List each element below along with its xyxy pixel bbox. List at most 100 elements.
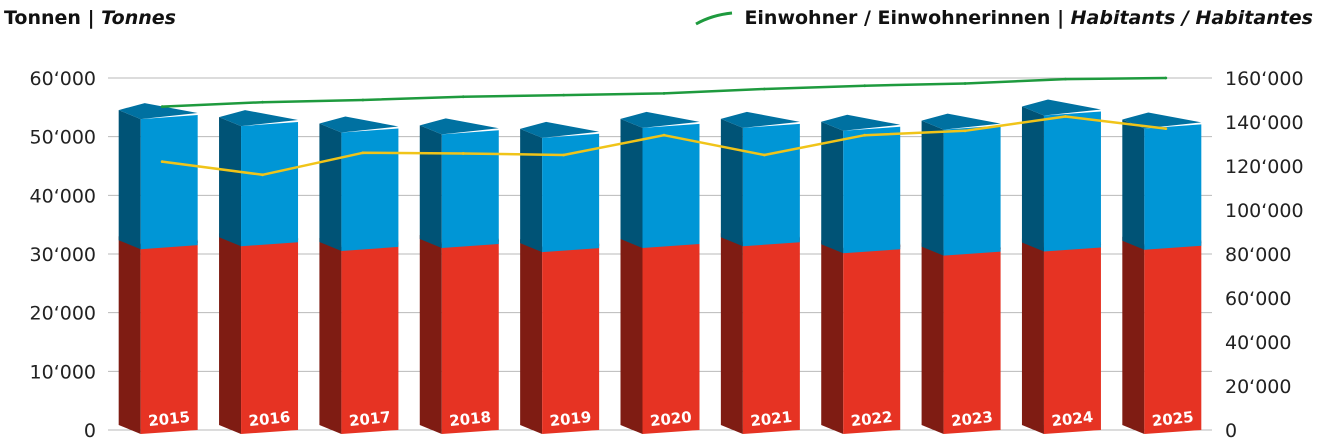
bar-top-2024 bbox=[1021, 99, 1101, 116]
bar-side-2017-0 bbox=[319, 237, 342, 434]
line-point bbox=[261, 100, 264, 104]
bar-2021-1 bbox=[742, 123, 800, 247]
line-point bbox=[1064, 77, 1067, 81]
bar-2025-0 bbox=[1144, 241, 1202, 434]
line-point bbox=[662, 92, 666, 95]
right-axis-tick-label: 60‘000 bbox=[1225, 288, 1291, 310]
line-point bbox=[562, 153, 566, 157]
bar-2018-1 bbox=[441, 130, 499, 249]
left-axis-tick-label: 20‘000 bbox=[30, 303, 96, 325]
bar-2022-0 bbox=[843, 245, 901, 434]
line-point bbox=[1164, 127, 1168, 130]
bar-side-2018-0 bbox=[419, 235, 442, 434]
category-label-2015: 2015 bbox=[147, 408, 190, 430]
category-label-2024: 2024 bbox=[1051, 408, 1094, 430]
bar-side-2018-1 bbox=[419, 125, 442, 249]
legend-line-icon bbox=[695, 11, 733, 26]
line-point bbox=[963, 129, 967, 133]
bar-top-2020 bbox=[620, 111, 700, 128]
bar-2023-0 bbox=[943, 247, 1001, 434]
category-label-2020: 2020 bbox=[649, 408, 692, 430]
category-label-2025: 2025 bbox=[1151, 408, 1194, 430]
left-axis-tick-label: 60‘000 bbox=[30, 68, 96, 90]
category-label-2022: 2022 bbox=[850, 408, 893, 430]
left-axis-tick-label: 0 bbox=[84, 420, 96, 442]
line-point bbox=[361, 98, 365, 102]
bar-top-2025 bbox=[1122, 112, 1202, 129]
right-axis-tick-label: 20‘000 bbox=[1225, 376, 1291, 398]
bar-2021-0 bbox=[742, 238, 800, 434]
bar-2020-0 bbox=[642, 239, 700, 434]
bar-2016-0 bbox=[241, 238, 299, 434]
line-point bbox=[963, 82, 967, 85]
bar-top-2015 bbox=[118, 103, 198, 120]
line-point bbox=[361, 151, 365, 155]
line-point bbox=[261, 173, 264, 177]
legend-population: Einwohner / Einwohnerinnen | Habitants /… bbox=[694, 7, 1313, 29]
bar-2015-0 bbox=[140, 241, 198, 434]
right-axis-tick-label: 160‘000 bbox=[1225, 68, 1304, 90]
bar-side-2023-1 bbox=[921, 120, 944, 256]
bar-top-2017 bbox=[319, 116, 399, 133]
line-point bbox=[461, 95, 465, 99]
bar-side-2024-1 bbox=[1021, 106, 1044, 252]
bar-2019-1 bbox=[542, 133, 600, 253]
bar-top-2022 bbox=[821, 114, 901, 131]
bar-top-2018 bbox=[419, 118, 499, 135]
bar-2017-1 bbox=[341, 128, 399, 251]
right-axis-tick-label: 100‘000 bbox=[1225, 200, 1304, 222]
bar-2024-0 bbox=[1043, 243, 1101, 434]
bar-2023-1 bbox=[943, 125, 1001, 256]
right-axis-tick-label: 120‘000 bbox=[1225, 156, 1304, 178]
line-point bbox=[160, 105, 164, 108]
bar-2018-0 bbox=[441, 239, 499, 434]
bar-side-2025-1 bbox=[1122, 119, 1145, 250]
bar-top-2019 bbox=[520, 121, 600, 138]
bar-side-2019-0 bbox=[520, 239, 543, 434]
bar-side-2023-0 bbox=[921, 242, 944, 434]
bar-side-2021-0 bbox=[720, 233, 743, 434]
line-point bbox=[662, 133, 666, 137]
line-point bbox=[863, 84, 867, 88]
bar-side-2025-0 bbox=[1122, 236, 1145, 434]
bar-side-2017-1 bbox=[319, 123, 342, 251]
left-axis-title: Tonnen | Tonnes bbox=[4, 7, 176, 29]
category-label-2019: 2019 bbox=[549, 408, 592, 430]
bar-side-2019-1 bbox=[520, 128, 543, 253]
right-axis-tick-label: 80‘000 bbox=[1225, 244, 1291, 266]
bar-side-2016-1 bbox=[219, 117, 242, 247]
left-axis-tick-label: 40‘000 bbox=[30, 185, 96, 207]
bar-side-2024-0 bbox=[1021, 238, 1044, 434]
bar-2020-1 bbox=[642, 123, 700, 249]
left-axis-tick-label: 50‘000 bbox=[30, 127, 96, 149]
category-label-2018: 2018 bbox=[448, 408, 491, 430]
category-label-2016: 2016 bbox=[248, 408, 291, 430]
bar-side-2020-1 bbox=[620, 118, 643, 249]
bar-side-2020-0 bbox=[620, 235, 643, 434]
left-axis-tick-label: 30‘000 bbox=[30, 244, 96, 266]
bar-2019-0 bbox=[542, 244, 600, 434]
left-axis-tick-label: 10‘000 bbox=[30, 361, 96, 383]
bar-2024-1 bbox=[1043, 111, 1101, 252]
right-axis-tick-label: 40‘000 bbox=[1225, 332, 1291, 354]
bar-top-2021 bbox=[720, 111, 800, 128]
bar-side-2021-1 bbox=[720, 118, 743, 247]
category-label-2021: 2021 bbox=[750, 408, 793, 430]
line-point bbox=[160, 160, 164, 164]
bar-side-2015-0 bbox=[118, 236, 141, 434]
bar-side-2022-1 bbox=[821, 121, 844, 254]
bar-2016-1 bbox=[241, 122, 299, 247]
bar-top-2023 bbox=[921, 113, 1001, 130]
bar-side-2022-0 bbox=[821, 240, 844, 434]
line-point bbox=[863, 133, 867, 137]
bar-side-2016-0 bbox=[219, 233, 242, 434]
right-axis-tick-label: 140‘000 bbox=[1225, 112, 1304, 134]
bar-top-2016 bbox=[219, 110, 299, 127]
bar-2015-1 bbox=[140, 115, 198, 250]
line-point bbox=[562, 93, 566, 97]
bar-2017-0 bbox=[341, 242, 399, 434]
category-label-2017: 2017 bbox=[348, 408, 391, 430]
line-point bbox=[762, 153, 766, 157]
line-point bbox=[1164, 76, 1168, 80]
bar-side-2015-1 bbox=[118, 110, 141, 250]
